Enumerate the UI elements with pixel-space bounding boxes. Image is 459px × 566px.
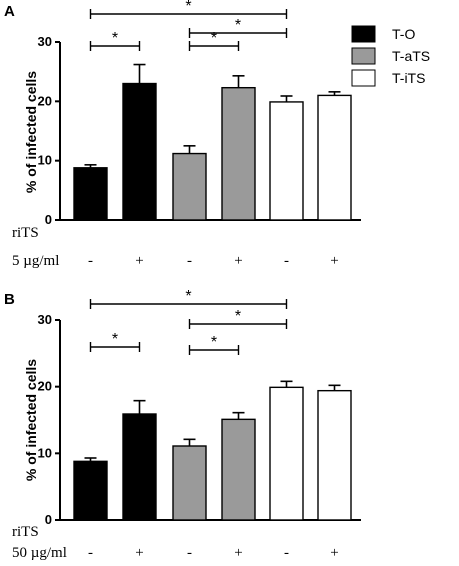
panel-a-bar bbox=[317, 94, 352, 221]
panel-b-y-tick-label: 30 bbox=[38, 312, 52, 327]
panel-a-y-axis-label: % of infected cells bbox=[23, 71, 39, 193]
panel-a-condition-value: - bbox=[284, 253, 289, 269]
panel-a-condition-value: - bbox=[88, 253, 93, 269]
panel-a-condition-1-label: riTS bbox=[12, 225, 39, 241]
panel-b-bar bbox=[172, 445, 207, 521]
panel-b-condition-value: + bbox=[135, 545, 143, 561]
panel-a-condition-value: + bbox=[234, 253, 242, 269]
panel-a-sig-star: * bbox=[112, 30, 118, 47]
panel-b-y-tick-label: 10 bbox=[38, 445, 52, 460]
panel-a-y-tick-label: 0 bbox=[45, 212, 52, 227]
panel-b-label: B bbox=[4, 291, 15, 308]
panel-b-condition-value: + bbox=[234, 545, 242, 561]
panel-a-bar bbox=[122, 82, 157, 221]
panel-b-condition-2-label: 50 µg/ml bbox=[12, 545, 67, 561]
panel-b-y-axis-label: % of infected cells bbox=[23, 359, 39, 481]
legend-label-t-o: T-O bbox=[392, 26, 415, 42]
panel-a-condition-value: + bbox=[330, 253, 338, 269]
panel-a-plot: 0 10 20 30 * * * * - + - + - + bbox=[38, 0, 361, 269]
panel-a-y-tick-label: 10 bbox=[38, 153, 52, 168]
panel-a-sig-star: * bbox=[185, 0, 191, 15]
panel-a-condition-value: - bbox=[187, 253, 192, 269]
panel-b-bar bbox=[317, 389, 352, 521]
panel-b-sig-star: * bbox=[112, 331, 118, 348]
panel-a-bar bbox=[269, 101, 304, 221]
legend-label-t-ats: T-aTS bbox=[392, 48, 430, 64]
panel-b-sig-star: * bbox=[211, 334, 217, 351]
panel-a-y-tick-label: 20 bbox=[38, 93, 52, 108]
legend-swatch-t-o bbox=[351, 25, 376, 43]
panel-b-y-tick-label: 0 bbox=[45, 512, 52, 527]
panel-b-y-tick-label: 20 bbox=[38, 379, 52, 394]
panel-a-y-tick-label: 30 bbox=[38, 34, 52, 49]
panel-b-sig-star: * bbox=[185, 288, 191, 305]
panel-b-condition-1-label: riTS bbox=[12, 524, 39, 540]
panel-a-label: A bbox=[4, 3, 15, 20]
legend-label-t-its: T-iTS bbox=[392, 70, 425, 86]
panel-a-sig-star: * bbox=[211, 30, 217, 47]
panel-b-condition-value: - bbox=[88, 545, 93, 561]
legend-swatch-t-its bbox=[351, 69, 376, 87]
panel-a-sig-star: * bbox=[235, 17, 241, 34]
panel-b-bar bbox=[73, 460, 108, 521]
legend-swatch-t-ats bbox=[351, 47, 376, 65]
panel-b-sig-star: * bbox=[235, 308, 241, 325]
panel-b-bar bbox=[221, 418, 256, 521]
panel-b-condition-value: - bbox=[187, 545, 192, 561]
panel-b-condition-value: + bbox=[330, 545, 338, 561]
panel-b-condition-value: - bbox=[284, 545, 289, 561]
panel-a-bar bbox=[172, 152, 207, 221]
panel-a-condition-value: + bbox=[135, 253, 143, 269]
panel-a-bar bbox=[221, 86, 256, 221]
panel-a-condition-2-label: 5 µg/ml bbox=[12, 253, 59, 269]
legend: T-O T-aTS T-iTS bbox=[351, 25, 430, 87]
panel-b-bar bbox=[269, 386, 304, 521]
panel-a-bar bbox=[73, 167, 108, 221]
panel-b-plot: 0 10 20 30 * * * * - + - + - + bbox=[38, 288, 361, 561]
panel-b-bar bbox=[122, 413, 157, 521]
